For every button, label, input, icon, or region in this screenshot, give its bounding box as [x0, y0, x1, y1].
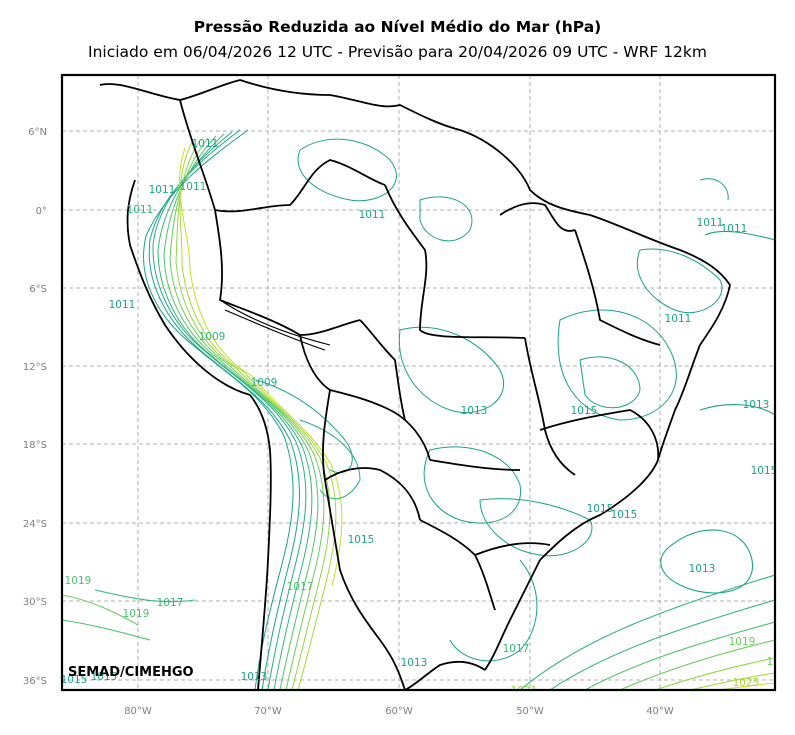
isobar-label: 1019 [65, 575, 92, 587]
isobar-label: 1013 [401, 657, 428, 669]
isobar-label: 1015 [91, 671, 118, 683]
graticule [62, 75, 775, 690]
isobar-label: 1011 [665, 313, 692, 325]
lon-tick-label: 70°W [254, 706, 282, 717]
isobar-label: 1017 [503, 643, 530, 655]
isobar-label: 1015 [348, 534, 375, 546]
isobar-label: 1011 [180, 181, 207, 193]
isobar-label: 1011 [149, 184, 176, 196]
isobar-label: 1011 [127, 204, 154, 216]
isobar-label: 1011 [109, 299, 136, 311]
lon-tick-label: 60°W [385, 706, 413, 717]
lat-tick-label: 18°S [23, 440, 47, 451]
map-subtitle: Iniciado em 06/04/2026 12 UTC - Previsão… [88, 43, 707, 61]
lat-tick-label: 6°N [28, 127, 47, 138]
lat-tick-label: 0° [36, 206, 47, 217]
isobar-label: 1015 [587, 503, 614, 515]
lat-tick-label: 30°S [23, 597, 47, 608]
isobar-label: 1021 [511, 685, 538, 697]
isobar-label: 1011 [359, 209, 386, 221]
isobar-label: 1009 [251, 377, 278, 389]
isobar-label: 1025 [733, 677, 760, 689]
secondary-boundaries [219, 299, 331, 351]
map-title: Pressão Reduzida ao Nível Médio do Mar (… [193, 18, 602, 36]
lon-tick-label: 80°W [124, 706, 152, 717]
country-borders [99, 79, 731, 690]
lon-tick-label: 40°W [646, 706, 674, 717]
isobar-label: 1015 [611, 509, 638, 521]
isobar-label: 1015 [751, 465, 778, 477]
isobar-label: 1013 [743, 399, 770, 411]
lat-tick-label: 12°S [23, 362, 47, 373]
latitude-ticks: 6°N 0° 6°S 12°S 18°S 24°S 30°S 36°S [23, 127, 47, 687]
lat-tick-label: 6°S [29, 284, 47, 295]
isobar-label: 1019 [123, 608, 150, 620]
isobars-inland [297, 138, 729, 662]
isobar-label: 1019 [767, 656, 794, 668]
isobar-label: 1011 [192, 138, 219, 150]
isobar-label: 1011 [721, 223, 748, 235]
isobar-label: 1013 [689, 563, 716, 575]
lat-tick-label: 36°S [23, 676, 47, 687]
isobar-label: 1015 [61, 674, 88, 686]
isobar-label: 1017 [157, 597, 184, 609]
credit-label: SEMAD/CIMEHGO [68, 665, 194, 680]
lat-tick-label: 24°S [23, 519, 47, 530]
isobar-label: 1015 [571, 405, 598, 417]
isobar-label: 1009 [199, 331, 226, 343]
isobar-label: 1013 [241, 671, 268, 683]
isobar-label: 1019 [729, 636, 756, 648]
isobar-label: 1011 [697, 217, 724, 229]
longitude-ticks: 80°W 70°W 60°W 50°W 40°W [124, 706, 674, 717]
isobar-label: 1013 [461, 405, 488, 417]
isobar-label: 1017 [287, 581, 314, 593]
lon-tick-label: 50°W [516, 706, 544, 717]
map-frame [60, 73, 777, 692]
isobars-andes [143, 129, 361, 690]
